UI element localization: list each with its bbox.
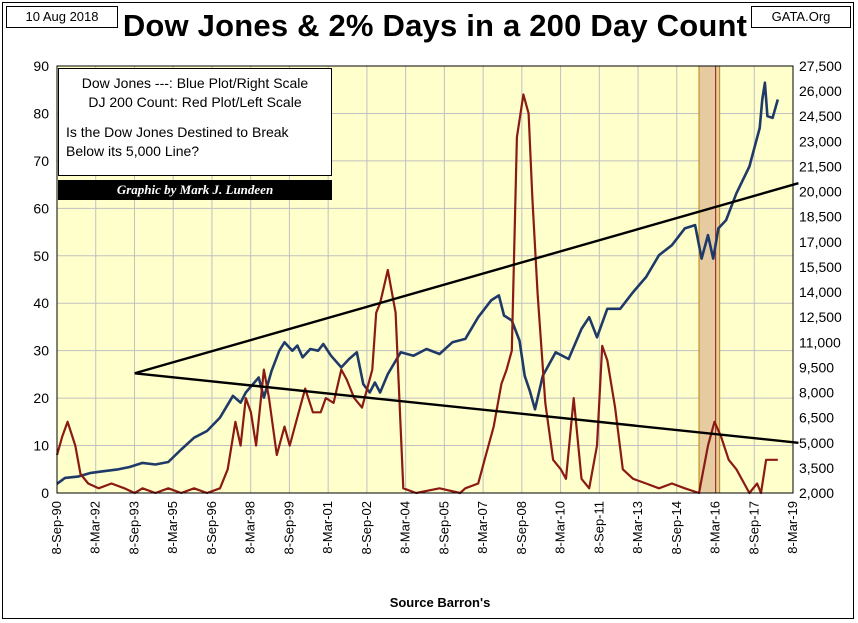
right-axis-tick-label: 14,000 [799,284,842,300]
left-axis-tick-label: 80 [33,105,49,121]
right-axis-tick-label: 2,000 [799,485,834,501]
x-axis-tick-label: 8-Sep-17 [746,501,761,554]
right-axis-tick-label: 12,500 [799,309,842,325]
x-axis-tick-label: 8-Mar-13 [630,501,645,554]
left-axis-tick-label: 70 [33,153,49,169]
left-axis-tick-label: 60 [33,200,49,216]
right-axis-tick-label: 17,000 [799,234,842,250]
x-axis-tick-label: 8-Mar-01 [320,501,335,554]
right-axis-tick-label: 8,000 [799,385,834,401]
source-label: GATA.Org [751,6,851,28]
right-axis-tick-label: 9,500 [799,359,834,375]
x-axis-tick-label: 8-Sep-05 [436,501,451,554]
right-axis-tick-label: 26,000 [799,83,842,99]
right-axis-tick-label: 11,000 [799,334,841,350]
x-axis-tick-label: 8-Mar-98 [243,501,258,554]
legend-question-1: Is the Dow Jones Destined to Break [66,124,289,140]
left-axis-tick-label: 90 [33,58,49,74]
x-axis-tick-label: 8-Mar-07 [475,501,490,554]
lower-trend-line [134,372,799,444]
x-axis-label: Source Barron's [389,595,491,610]
left-axis-tick-label: 50 [33,248,49,264]
x-axis-tick-label: 8-Mar-04 [398,501,413,554]
right-axis-tick-label: 24,500 [799,108,842,124]
x-axis-tick-label: 8-Sep-90 [49,501,64,554]
x-axis-tick-label: 8-Sep-08 [514,501,529,554]
legend-line-count: DJ 200 Count: Red Plot/Left Scale [88,94,302,110]
x-axis-tick-label: 8-Sep-14 [669,501,684,554]
dow-jones-series-line [56,81,780,485]
right-axis-tick-label: 6,500 [799,410,834,426]
upper-trend-line [134,182,799,375]
x-axis-tick-label: 8-Sep-93 [126,501,141,554]
plot-border [56,65,794,494]
right-axis-tick-label: 5,000 [799,435,834,451]
legend-box: Dow Jones ---: Blue Plot/Right Scale DJ … [58,68,332,176]
x-axis-tick-label: 8-Sep-11 [591,501,606,554]
date-label: 10 Aug 2018 [6,6,118,28]
x-axis-tick-label: 8-Sep-99 [281,501,296,554]
right-axis-tick-label: 23,000 [799,133,842,149]
left-axis-tick-label: 10 [33,438,49,454]
right-axis-tick-label: 27,500 [799,58,842,74]
graphic-credit: Graphic by Mark J. Lundeen [58,180,332,200]
x-axis-tick-label: 8-Mar-19 [785,501,800,554]
x-axis-tick-label: 8-Mar-95 [165,501,180,554]
left-axis-tick-label: 0 [41,485,49,501]
x-axis-tick-label: 8-Sep-96 [204,501,219,554]
x-axis-tick-label: 8-Mar-92 [88,501,103,554]
right-axis-tick-label: 20,000 [799,184,842,200]
x-axis-tick-label: 8-Mar-16 [708,501,723,554]
legend-line-dow: Dow Jones ---: Blue Plot/Right Scale [81,75,309,91]
right-axis-tick-label: 21,500 [799,158,842,174]
legend-question-2: Below its 5,000 Line? [66,143,200,159]
right-axis-tick-label: 15,500 [799,259,842,275]
right-axis-tick-label: 18,500 [799,209,842,225]
x-axis-tick-label: 8-Mar-10 [553,501,568,554]
x-axis-tick-label: 8-Sep-02 [359,501,374,554]
left-axis-tick-label: 30 [33,343,49,359]
left-axis-tick-label: 40 [33,295,49,311]
left-axis-tick-label: 20 [33,390,49,406]
right-axis-tick-label: 3,500 [799,460,834,476]
chart-title: Dow Jones & 2% Days in a 200 Day Count [122,8,748,43]
